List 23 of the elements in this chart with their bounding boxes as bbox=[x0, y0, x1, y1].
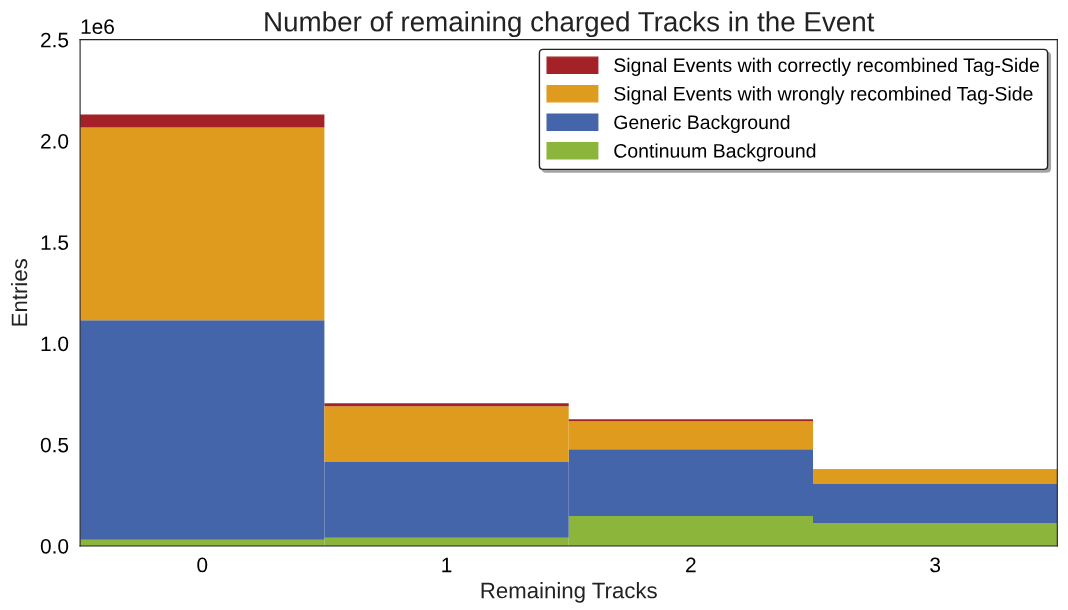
bar bbox=[80, 114, 325, 128]
x-tick-label: 2 bbox=[686, 557, 696, 573]
y-tick-label: 2.5 bbox=[41, 32, 69, 48]
y-tick-label: 2.0 bbox=[41, 133, 69, 149]
y-tick-label: 0.0 bbox=[40, 538, 69, 554]
y-axis-title: Entries bbox=[10, 259, 28, 326]
x-tick-label: 1 bbox=[442, 557, 452, 573]
bar bbox=[568, 419, 814, 422]
bar bbox=[80, 127, 325, 321]
legend-label: Generic Background bbox=[614, 114, 790, 134]
x-tick-label: 3 bbox=[930, 557, 941, 573]
chart-title: Number of remaining charged Tracks in the Event bbox=[265, 11, 875, 38]
bar bbox=[813, 470, 1058, 484]
y-tick-label: 0.5 bbox=[40, 437, 69, 453]
y-tick-label: 1.5 bbox=[41, 235, 69, 250]
text: 1e6 bbox=[81, 19, 114, 35]
legend-label: Signal Events with wrongly recombined Tag-Side bbox=[614, 86, 1033, 105]
x-tick-label: 0 bbox=[197, 557, 208, 573]
legend-label: Continuum Background bbox=[614, 143, 816, 162]
legend-label: Signal Events with correctly recombined Tag-Side bbox=[614, 57, 1039, 76]
y-tick-label: 1.0 bbox=[41, 336, 69, 352]
bar bbox=[324, 403, 569, 407]
x-axis-title: Remaining Tracks bbox=[481, 582, 657, 603]
